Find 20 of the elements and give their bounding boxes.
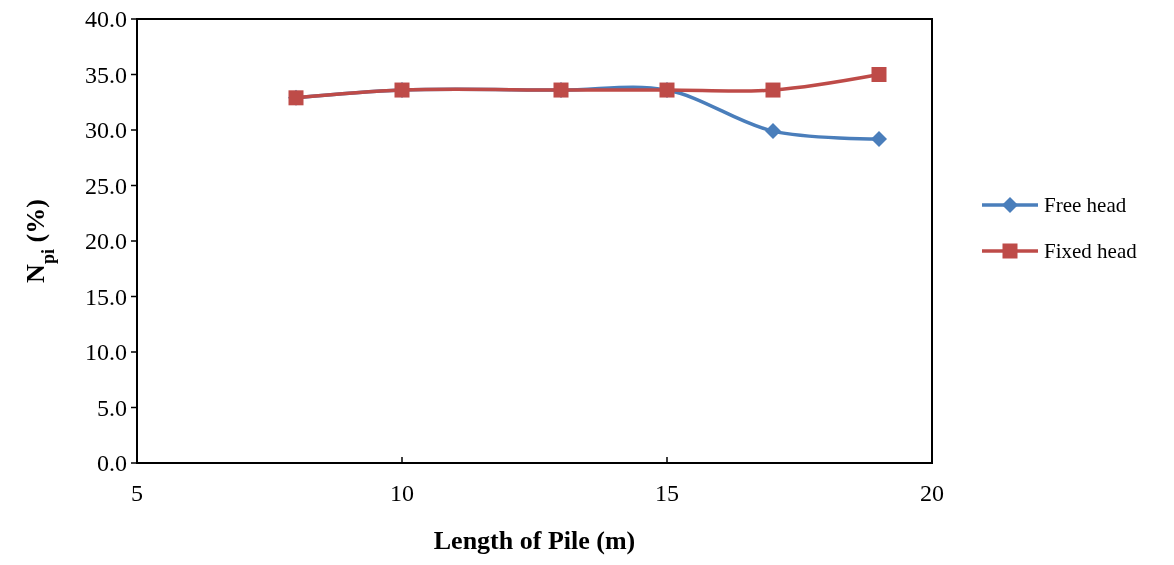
point — [765, 82, 781, 98]
y-tick-label: 15.0 — [85, 283, 127, 310]
point — [871, 67, 887, 82]
y-tick-label: 5.0 — [97, 394, 127, 421]
x-tick-label: 20 — [920, 480, 944, 506]
y-tick-label: 30.0 — [85, 117, 127, 144]
y-tick-label: 0.0 — [97, 450, 127, 477]
legend-label: Free head — [1044, 193, 1127, 218]
x-tick-label: 10 — [390, 480, 414, 506]
y-tick-label: 20.0 — [85, 228, 127, 255]
y-tick-label: 40.0 — [85, 6, 127, 33]
x-axis-title: Length of Pile (m) — [433, 526, 636, 555]
y-tick-label: 10.0 — [85, 339, 127, 366]
point — [765, 123, 781, 140]
point — [871, 130, 887, 147]
x-tick-label: 5 — [131, 480, 143, 506]
legend-label: Fixed head — [1044, 239, 1138, 264]
x-tick-label: 15 — [655, 480, 679, 506]
y-tick-label: 25.0 — [85, 172, 127, 199]
y-tick-label: 35.0 — [85, 61, 127, 88]
